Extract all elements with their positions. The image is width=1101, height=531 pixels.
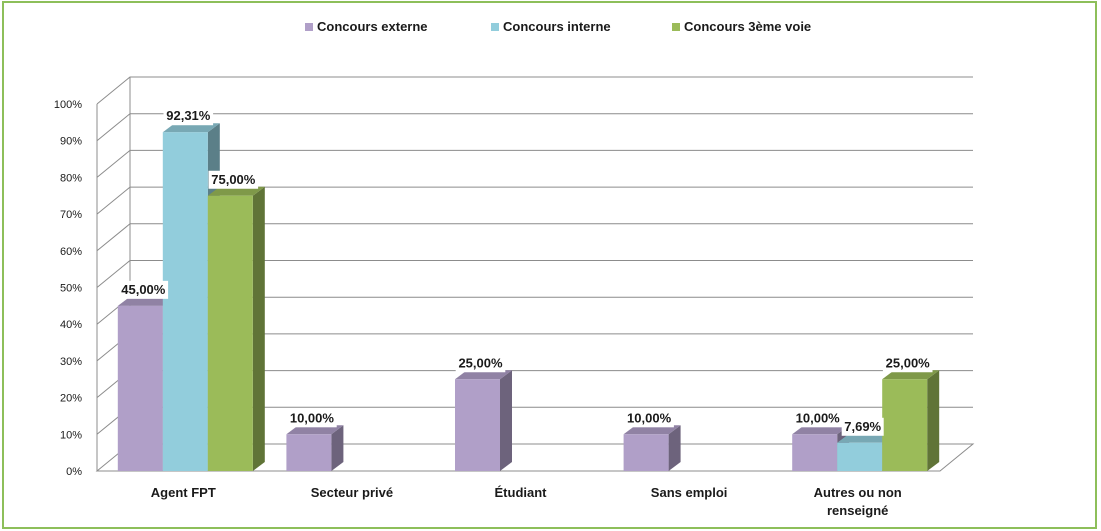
data-label: 92,31% <box>166 108 211 123</box>
y-tick-label: 30% <box>60 356 82 368</box>
legend-swatch <box>672 23 680 31</box>
bar-top <box>207 186 265 196</box>
x-axis-categories: Agent FPT Secteur privé Étudiant Sans emplo… <box>151 485 902 518</box>
y-tick-label: 40% <box>60 319 82 331</box>
data-label: 10,00% <box>290 410 335 425</box>
y-tick-label: 0% <box>66 466 82 478</box>
legend-swatch <box>305 23 313 31</box>
bar <box>623 434 669 471</box>
gridline <box>96 149 973 178</box>
bar-top <box>286 425 344 435</box>
bar-side <box>331 425 344 471</box>
gridline <box>96 186 973 215</box>
bar-top <box>792 425 850 435</box>
bar <box>162 132 208 472</box>
bar-side <box>927 370 940 471</box>
bar-top <box>882 370 940 380</box>
data-label-bg <box>841 417 884 436</box>
y-tick-label: 80% <box>60 172 82 184</box>
gridline <box>96 260 973 288</box>
x-category-label: Étudiant <box>495 485 548 500</box>
bar <box>882 379 928 471</box>
y-tick-label: 10% <box>60 429 82 441</box>
data-label-bg <box>287 409 337 428</box>
bar-side <box>252 186 265 471</box>
y-tick-label: 70% <box>60 209 82 221</box>
x-category-label: Autres ou non <box>814 485 902 500</box>
data-label-bg <box>163 107 214 126</box>
data-label: 25,00% <box>886 355 931 370</box>
x-category-label: renseigné <box>827 503 888 518</box>
legend-label: Concours 3ème voie <box>684 19 811 34</box>
legend-swatch <box>491 23 499 31</box>
bar <box>207 195 253 471</box>
data-label-bg <box>882 354 933 373</box>
x-category-label: Agent FPT <box>151 485 216 500</box>
bar <box>117 305 163 471</box>
y-tick-label: 60% <box>60 246 82 258</box>
bar <box>455 379 500 471</box>
bar-top <box>623 425 681 435</box>
y-tick-label: 50% <box>60 283 82 295</box>
bar <box>286 434 332 471</box>
data-label-bg <box>455 354 506 373</box>
data-label: 75,00% <box>211 172 256 187</box>
data-labels: 45,00% 92,31% 75,00% 10,00% 25,00% 10,00% 10,0… <box>118 107 933 436</box>
data-label: 45,00% <box>121 282 166 297</box>
bar <box>792 434 838 471</box>
x-category-label: Sans emploi <box>651 485 728 500</box>
data-label-bg <box>208 170 259 189</box>
bar-top <box>117 296 175 306</box>
y-axis-ticks: 0% 10% 20% 30% 40% 50% 60% 70% 80% 90% 100% <box>54 99 82 478</box>
bars <box>117 123 940 472</box>
data-label-bg <box>624 409 674 428</box>
gridline <box>96 113 973 142</box>
bar-top <box>455 370 512 380</box>
data-label: 10,00% <box>627 410 672 425</box>
data-label-bg <box>792 409 843 428</box>
legend: Concours externe Concours interne Concours… <box>305 19 811 34</box>
bar-top <box>837 433 895 443</box>
bar-side <box>668 425 681 471</box>
bar-side <box>500 370 512 471</box>
bar <box>837 442 883 471</box>
gridline <box>96 76 973 105</box>
y-tick-label: 100% <box>54 99 82 111</box>
y-tick-label: 20% <box>60 393 82 405</box>
y-tick-label: 90% <box>60 136 82 148</box>
bar-top <box>162 123 220 133</box>
legend-label: Concours interne <box>503 19 611 34</box>
data-label: 25,00% <box>458 355 503 370</box>
data-label: 7,69% <box>844 419 881 434</box>
data-label-bg <box>118 280 169 299</box>
x-category-label: Secteur privé <box>311 485 393 500</box>
legend-label: Concours externe <box>317 19 428 34</box>
data-label: 10,00% <box>796 410 841 425</box>
gridline <box>96 223 973 252</box>
